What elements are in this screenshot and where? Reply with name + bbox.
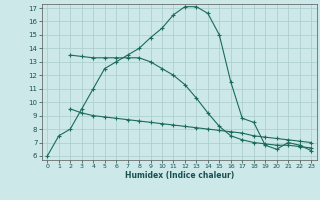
- X-axis label: Humidex (Indice chaleur): Humidex (Indice chaleur): [124, 171, 234, 180]
